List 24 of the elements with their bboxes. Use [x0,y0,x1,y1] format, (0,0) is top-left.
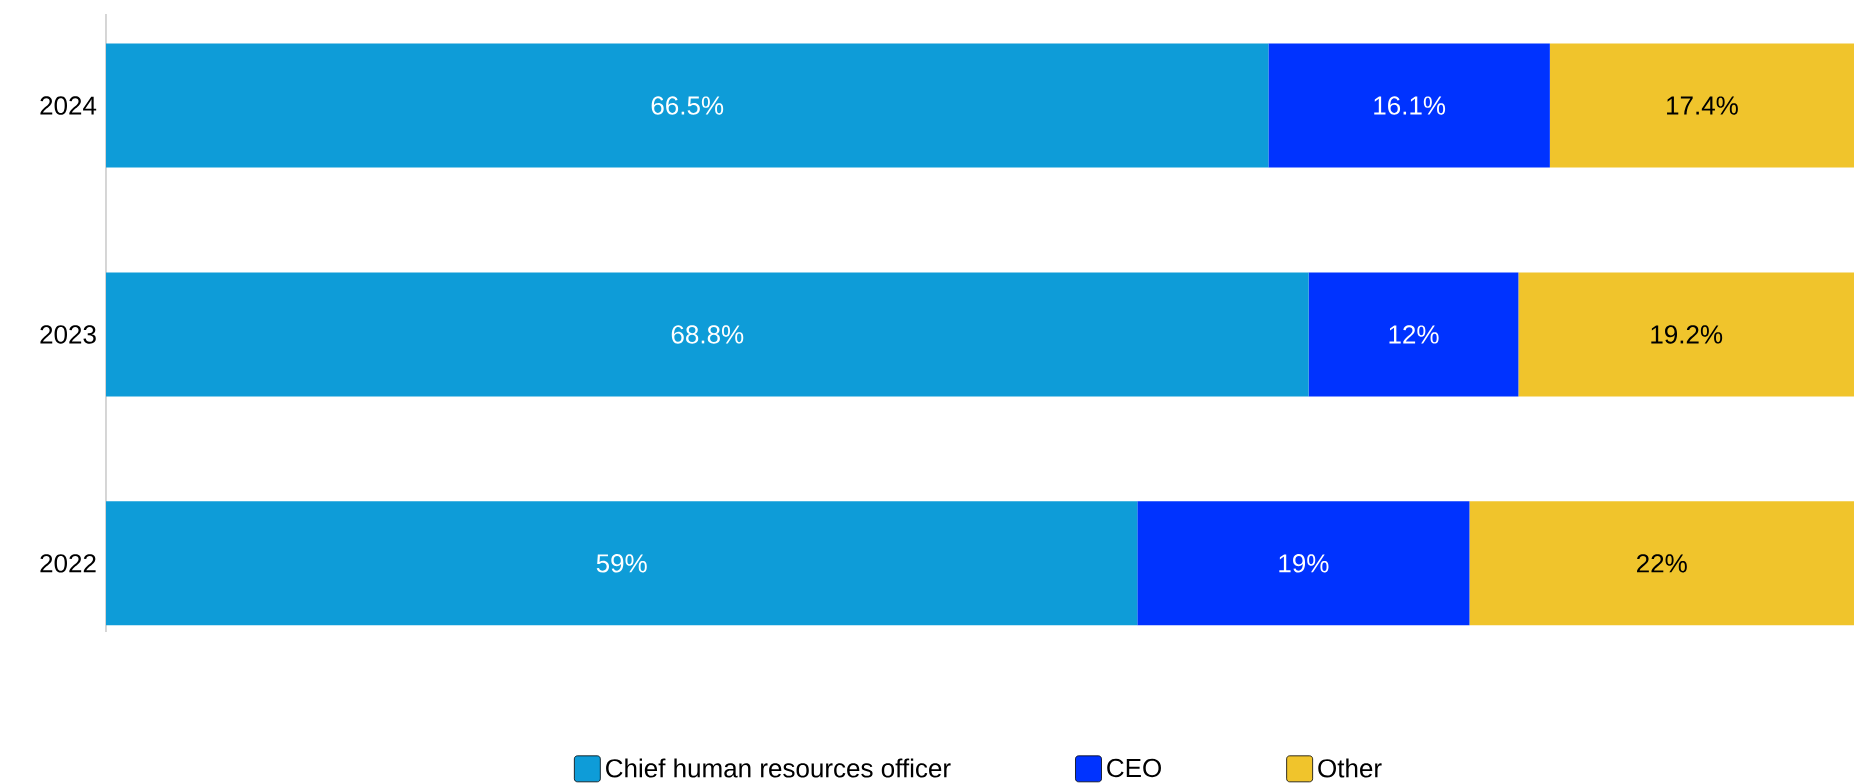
bar [1137,501,1470,626]
bar [1268,43,1550,168]
data-label: 16.1% [1374,96,1446,115]
data-label: 66.5% [651,96,724,115]
bar [106,501,1138,626]
y-tick-label: 2022 [40,554,96,573]
data-label: 19.2% [1651,325,1723,344]
bar [106,272,1309,397]
legend-label: CEO [1107,758,1161,778]
y-tick-label: 2024 [40,96,97,115]
data-label: 68.8% [671,325,744,344]
legend-label: Other [1318,758,1382,778]
data-label: 17.4% [1667,96,1738,115]
bar [1518,272,1854,397]
y-tick-label: 2023 [40,325,96,344]
bar [1308,272,1519,397]
bar [1549,43,1854,168]
data-label: 12% [1389,325,1439,344]
bar [106,43,1269,168]
data-label: 19% [1279,554,1329,573]
data-label: 59% [596,554,647,573]
bar [1469,501,1854,626]
legend-label: Chief human resources officer [606,758,951,778]
data-label: 22% [1637,554,1687,573]
